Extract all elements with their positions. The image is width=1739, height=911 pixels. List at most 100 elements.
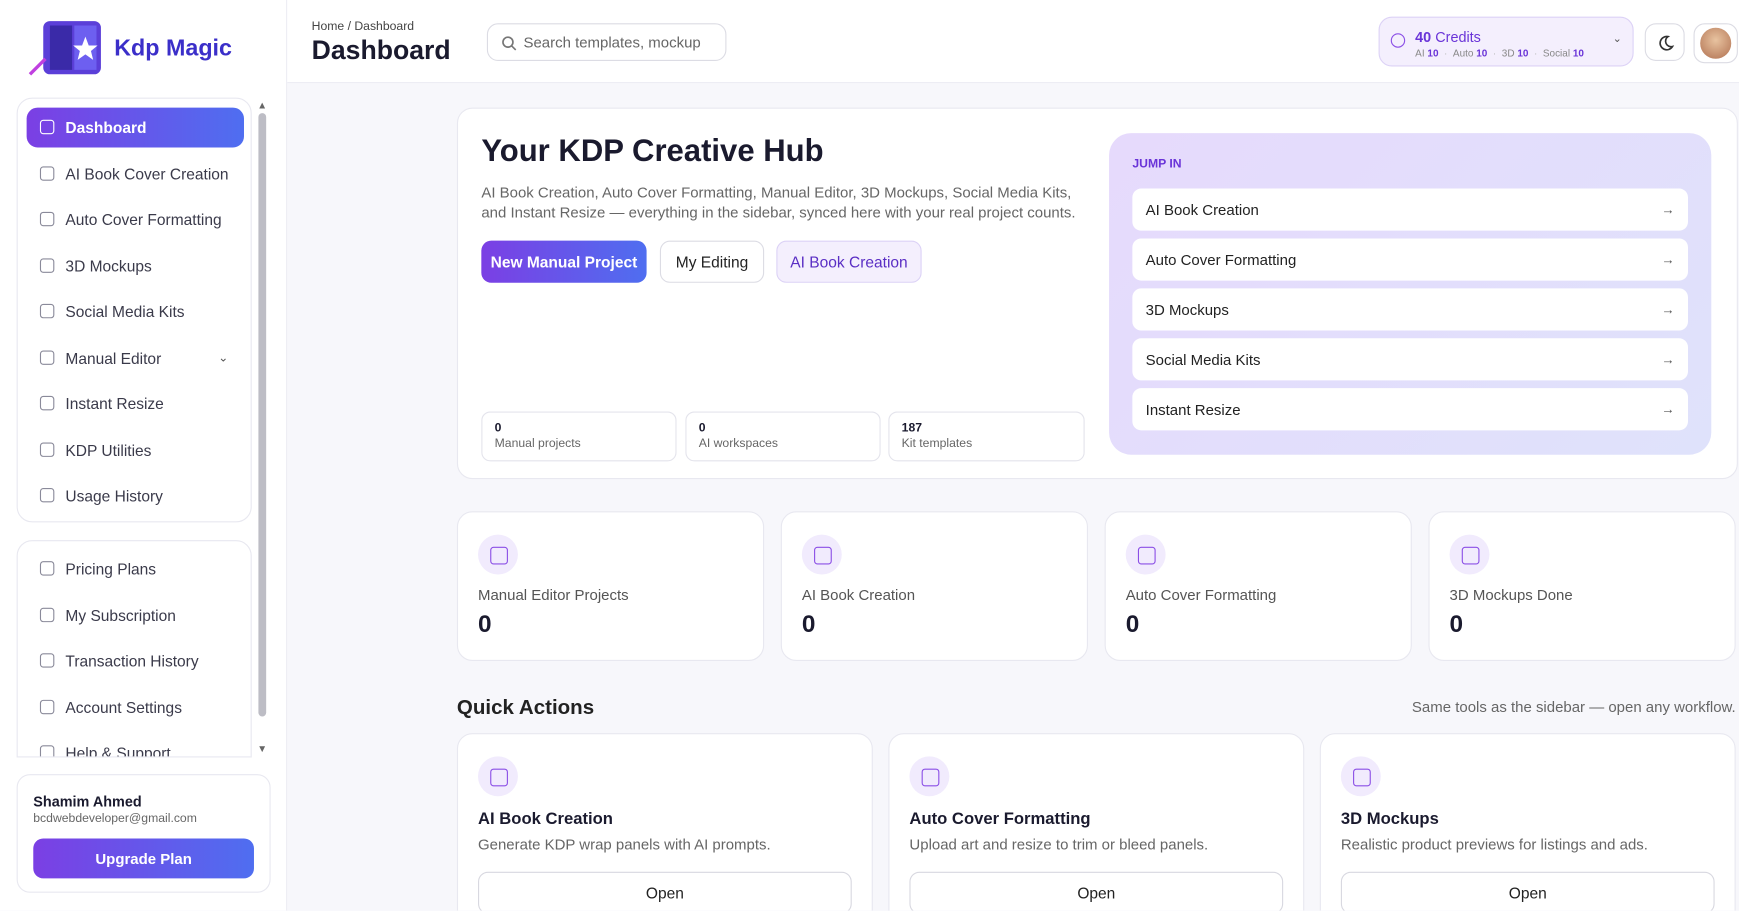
credit-count: 10 <box>1572 47 1584 59</box>
hero-desc: AI Book Creation, Auto Cover Formatting,… <box>481 183 1075 223</box>
nav-label: 3D Mockups <box>65 256 152 275</box>
nav-item[interactable]: Dashboard <box>26 107 244 148</box>
avatar-button[interactable] <box>1693 23 1738 64</box>
jump-label: Auto Cover Formatting <box>1145 251 1297 268</box>
nav-label: KDP Utilities <box>65 440 152 459</box>
button[interactable]: AI Book Creation <box>776 240 922 283</box>
nav-item[interactable]: Usage History <box>27 476 244 516</box>
jump-label: AI Book Creation <box>1145 201 1259 218</box>
nav-item[interactable]: Instant Resize <box>27 384 244 424</box>
stat-value: 0 <box>801 609 816 638</box>
nav-item[interactable]: Manual Editor ⌄ <box>27 338 244 378</box>
nav-label: Help & Support <box>65 744 171 758</box>
scroll-down[interactable]: ▼ <box>257 743 268 755</box>
nav-icon <box>39 119 55 135</box>
stat-value: 0 <box>698 421 706 435</box>
credit-count: 10 <box>1427 47 1439 59</box>
credit-count: 10 <box>1517 47 1529 59</box>
nav-card: Pricing Plans My Subscription Transaction … <box>16 540 252 758</box>
chevron: ⌄ <box>218 351 229 365</box>
breadcrumb: Home / Dashboard <box>311 19 415 34</box>
action-title: 3D Mockups <box>1340 809 1439 829</box>
credits-icon <box>1390 33 1406 48</box>
nav-item[interactable]: Transaction History <box>27 641 244 681</box>
action-icon <box>1340 756 1381 797</box>
jump-link[interactable]: Social Media Kits <box>1132 338 1688 381</box>
credits-amount: 40 <box>1415 28 1432 46</box>
stat-label: Manual projects <box>494 436 581 451</box>
nav-item[interactable]: Social Media Kits <box>27 292 244 332</box>
search-box[interactable]: Search templates, mockup <box>486 23 727 61</box>
theme-toggle[interactable] <box>1644 23 1685 61</box>
open-button[interactable]: Open <box>478 871 852 911</box>
nav-label: Transaction History <box>65 652 199 670</box>
credit-type: AI <box>1415 47 1425 59</box>
stat-card: AI Book Creation 0 <box>780 511 1088 661</box>
user-name: Shamim Ahmed <box>33 792 142 810</box>
open-button[interactable]: Open <box>1340 871 1715 911</box>
credit-count: 10 <box>1476 47 1488 59</box>
jump-link[interactable]: Auto Cover Formatting <box>1132 238 1688 281</box>
nav-item[interactable]: Pricing Plans <box>27 549 244 589</box>
button[interactable]: My Editing <box>659 240 765 283</box>
stat-label: AI Book Creation <box>801 586 916 604</box>
action-card: Auto Cover Formatting Upload art and resi… <box>888 733 1305 911</box>
nav-card: Dashboard AI Book Cover Creation Auto Cove… <box>16 97 252 523</box>
avatar <box>1700 27 1732 59</box>
credit-type: Auto <box>1452 47 1474 59</box>
nav-icon <box>39 607 55 622</box>
nav-item[interactable]: KDP Utilities <box>27 430 244 470</box>
stat-value: 0 <box>1125 609 1140 638</box>
nav-item[interactable]: Account Settings <box>27 687 244 727</box>
upgrade-button[interactable]: Upgrade Plan <box>33 838 254 879</box>
user-email: bcdwebdeveloper@gmail.com <box>33 811 197 826</box>
nav-item[interactable]: My Subscription <box>27 595 244 635</box>
jump-link[interactable]: 3D Mockups <box>1132 288 1688 331</box>
primary-button[interactable]: New Manual Project <box>481 240 647 283</box>
action-desc: Upload art and resize to trim or bleed p… <box>909 836 1209 853</box>
open-button[interactable]: Open <box>909 871 1284 911</box>
jump-link[interactable]: AI Book Creation <box>1132 188 1688 231</box>
jump-link[interactable]: Instant Resize <box>1132 388 1688 431</box>
nav-item[interactable]: 3D Mockups <box>27 246 244 286</box>
stat-value: 0 <box>494 421 502 435</box>
button-label: New Manual Project <box>490 252 638 271</box>
nav-label: Dashboard <box>65 118 147 137</box>
stat-card: Manual Editor Projects 0 <box>456 511 765 661</box>
stat-box: 0 Manual projects <box>481 411 677 462</box>
button-label: Open <box>1077 883 1116 902</box>
nav-icon <box>39 699 55 714</box>
desc-line: and Instant Resize — everything in the s… <box>481 204 1076 221</box>
nav-icon <box>39 303 55 319</box>
separator: · <box>1444 47 1448 59</box>
desc-line: AI Book Creation, Auto Cover Formatting,… <box>481 184 1072 201</box>
nav-item[interactable]: AI Book Cover Creation <box>27 154 244 194</box>
jump-title: JUMP IN <box>1132 157 1182 171</box>
scroll-up[interactable]: ▲ <box>257 99 268 111</box>
button-label: Upgrade Plan <box>95 850 192 867</box>
credits-box[interactable]: 40 Credits AI 10 · Auto 10 · 3D 10 · Social 10… <box>1378 16 1634 67</box>
moon-icon <box>1659 35 1675 51</box>
nav-item[interactable]: Help & Support <box>27 733 244 757</box>
nav-label: Manual Editor <box>65 348 162 367</box>
nav-label: Auto Cover Formatting <box>65 210 222 229</box>
hero-card: Your KDP Creative Hub AI Book Creation, … <box>456 107 1738 480</box>
stat-label: Manual Editor Projects <box>478 586 629 604</box>
jump-label: Instant Resize <box>1145 400 1241 418</box>
nav-icon <box>39 211 55 227</box>
stat-card: 3D Mockups Done 0 <box>1428 511 1736 661</box>
action-desc: Generate KDP wrap panels with AI prompts… <box>478 836 771 853</box>
nav-item[interactable]: Auto Cover Formatting <box>27 200 244 240</box>
stat-card: Auto Cover Formatting 0 <box>1104 511 1412 661</box>
stat-box: 187 Kit templates <box>888 411 1085 462</box>
nav-label: Account Settings <box>65 698 182 716</box>
action-icon <box>909 756 950 797</box>
nav-label: Social Media Kits <box>65 302 185 321</box>
search-placeholder: Search templates, mockup <box>523 34 701 52</box>
sidebar: Kdp Magic Dashboard AI Book Cover Creatio… <box>0 0 288 911</box>
logo-icon <box>28 21 101 76</box>
stat-icon <box>478 534 518 575</box>
stat-value: 0 <box>1449 609 1464 638</box>
section-title: Quick Actions <box>456 695 595 719</box>
nav-icon <box>39 395 55 411</box>
